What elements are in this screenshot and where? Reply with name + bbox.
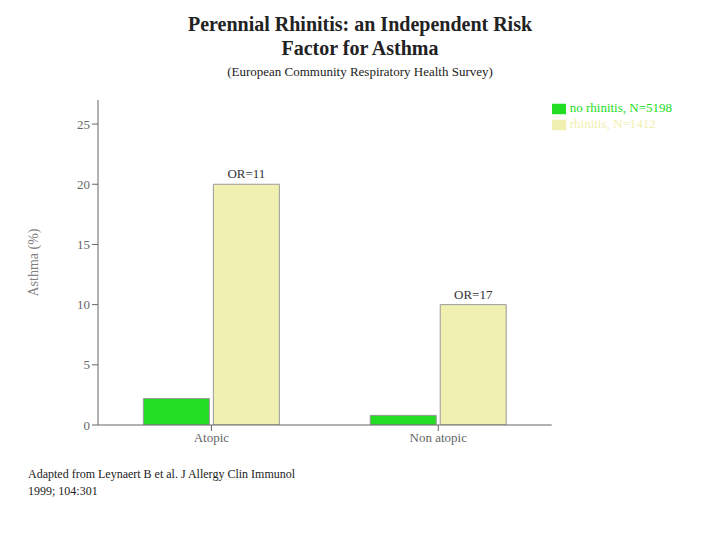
html-text:Adapted from Leynaert B et al.: Adapted from Leynaert B et al. J Allergy… — [28, 467, 296, 481]
html-text:Factor for Asthma: Factor for Asthma — [281, 37, 439, 59]
svg-text:Atopic: Atopic — [194, 430, 230, 445]
html-text:(European Community Respirator: (European Community Respiratory Health S… — [227, 64, 493, 79]
svg-text:0: 0 — [84, 418, 91, 433]
html-text:1999; 104:301: 1999; 104:301 — [28, 483, 98, 498]
svg-text:20: 20 — [77, 177, 90, 192]
svg-text:5: 5 — [84, 357, 91, 372]
svg-text:Non atopic: Non atopic — [410, 430, 468, 445]
svg-text:OR=17: OR=17 — [454, 287, 493, 302]
html-text:Perennial Rhinitis: an Indepen: Perennial Rhinitis: an Independent Risk — [187, 13, 533, 35]
svg-text:10: 10 — [77, 297, 90, 312]
svg-text:15: 15 — [77, 237, 90, 252]
svg-text:Asthma (%): Asthma (%) — [26, 228, 42, 296]
svg-text:25: 25 — [77, 117, 90, 132]
svg-text:OR=11: OR=11 — [227, 166, 265, 181]
html-text:no rhinitis, N=5198: no rhinitis, N=5198 — [569, 100, 672, 115]
html-text:rhinitis, N=1412: rhinitis, N=1412 — [569, 116, 656, 131]
